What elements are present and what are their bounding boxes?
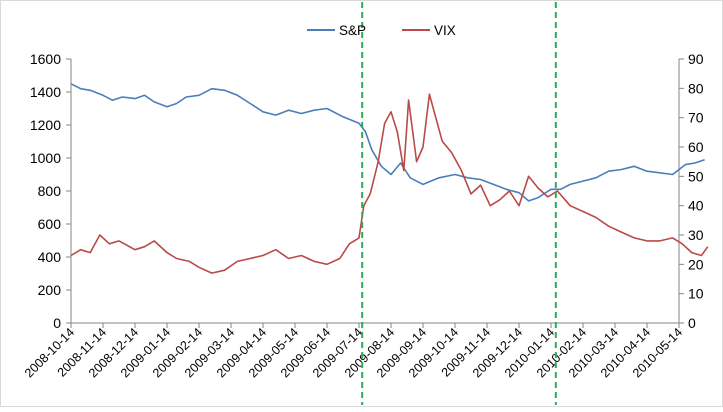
y-right-tick-label: 80 xyxy=(688,80,704,96)
series-line-vix xyxy=(70,93,709,274)
legend: S&P VIX xyxy=(307,23,456,38)
y-right-tick-label: 0 xyxy=(688,315,696,331)
y-right-tick-label: 70 xyxy=(688,110,704,126)
y-right-tick-label: 60 xyxy=(688,139,704,155)
series-layer xyxy=(70,83,709,274)
series-line-s-p xyxy=(70,83,705,202)
y-right-tick-label: 30 xyxy=(688,227,704,243)
y-right-tick-label: 90 xyxy=(688,51,704,67)
reference-lines-layer xyxy=(361,2,557,405)
legend-label: VIX xyxy=(434,23,456,38)
y-left-tick-label: 600 xyxy=(38,216,62,232)
y-left-tick-label: 1400 xyxy=(30,84,61,100)
y-right-tick-label: 40 xyxy=(688,198,704,214)
y-left-tick-label: 0 xyxy=(53,315,61,331)
y-left-tick-label: 1600 xyxy=(30,51,61,67)
y-right-tick-label: 20 xyxy=(688,256,704,272)
y-right-tick-label: 10 xyxy=(688,286,704,302)
legend-label: S&P xyxy=(339,23,366,38)
y-left-tick-label: 200 xyxy=(38,282,62,298)
y-left-tick-label: 400 xyxy=(38,249,62,265)
y-left-tick-label: 1000 xyxy=(30,150,61,166)
y-left-tick-label: 1200 xyxy=(30,117,61,133)
y-left-tick-label: 800 xyxy=(38,183,62,199)
y-right-tick-label: 50 xyxy=(688,168,704,184)
